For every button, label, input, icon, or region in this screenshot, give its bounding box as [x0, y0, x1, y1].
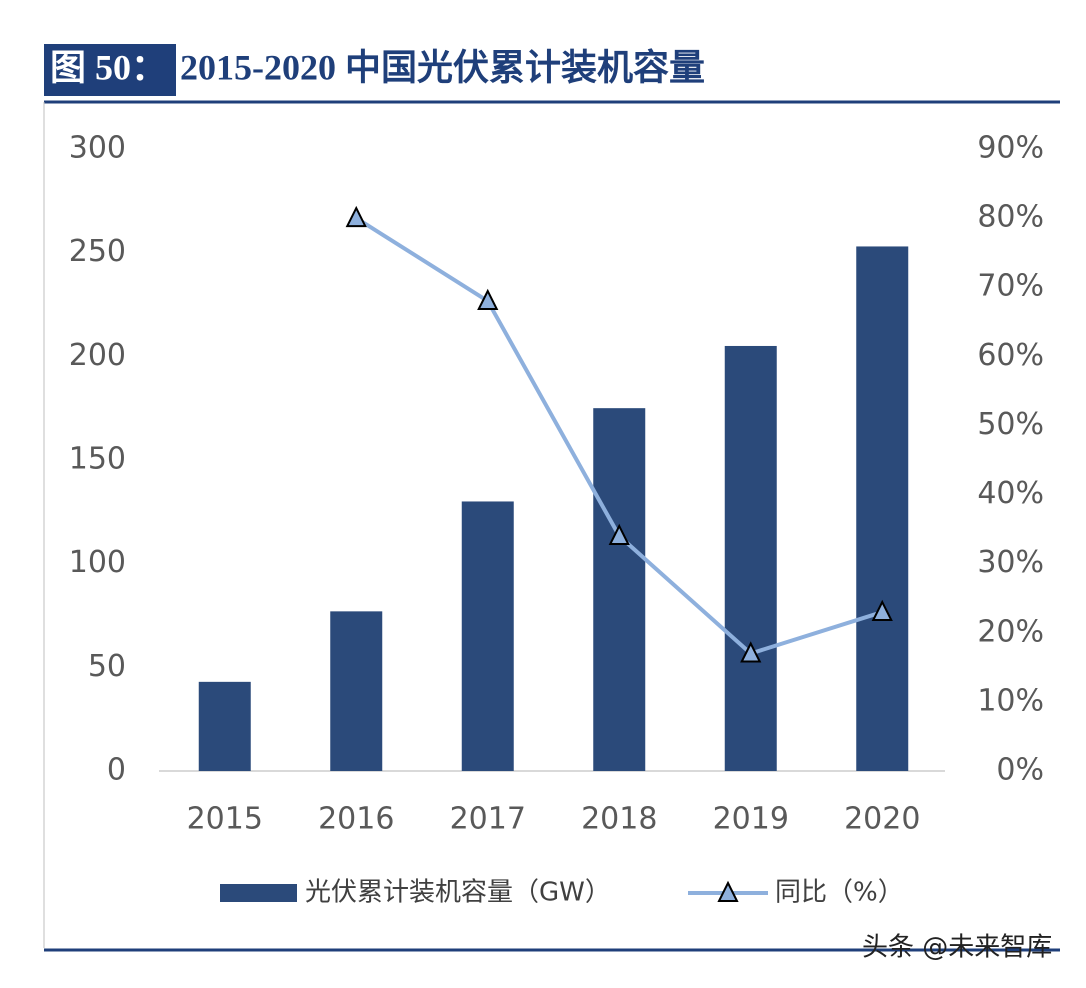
figure-label-box [44, 44, 176, 96]
y2-tick-label: 20% [977, 614, 1044, 649]
bar [593, 408, 646, 771]
bar [330, 611, 383, 771]
x-tick-label: 2016 [318, 802, 394, 837]
bar [856, 246, 909, 772]
y-tick-label: 150 [69, 442, 126, 477]
legend-swatch [220, 884, 297, 902]
marker [477, 288, 499, 311]
x-tick-label: 2019 [713, 802, 789, 837]
x-tick-label: 2020 [844, 802, 920, 837]
y-tick-label: 50 [88, 649, 126, 684]
y-tick-label: 100 [69, 545, 126, 580]
marker [345, 205, 367, 228]
y2-tick-label: 60% [977, 338, 1044, 373]
y2-tick-label: 90% [977, 131, 1044, 166]
chart-title: 2015-2020 中国光伏累计装机容量 [180, 47, 705, 87]
legend-marker [717, 880, 739, 902]
marker [871, 599, 893, 622]
y2-tick-label: 10% [977, 683, 1044, 718]
y2-tick-label: 70% [977, 269, 1044, 304]
y2-tick-label: 40% [977, 476, 1044, 511]
x-tick-label: 2015 [187, 802, 263, 837]
x-tick-label: 2017 [450, 802, 526, 837]
y-tick-label: 300 [69, 131, 126, 166]
watermark: 头条 @未来智库 [862, 933, 1052, 963]
marker [740, 641, 762, 663]
bar [724, 345, 777, 771]
x-tick-label: 2018 [581, 802, 657, 837]
marker [608, 523, 630, 546]
y2-tick-label: 50% [977, 407, 1044, 442]
y-tick-label: 250 [69, 234, 126, 269]
bar [461, 501, 514, 771]
y-tick-label: 0 [107, 753, 126, 788]
bar [198, 681, 251, 771]
y2-tick-label: 80% [977, 200, 1044, 235]
legend-label: 光伏累计装机容量（GW） [305, 878, 611, 908]
y2-tick-label: 30% [977, 545, 1044, 580]
figure-label: 图 50： [50, 47, 167, 87]
y2-tick-label: 0% [996, 753, 1044, 788]
y-tick-label: 200 [69, 338, 126, 373]
legend-label: 同比（%） [775, 878, 904, 908]
